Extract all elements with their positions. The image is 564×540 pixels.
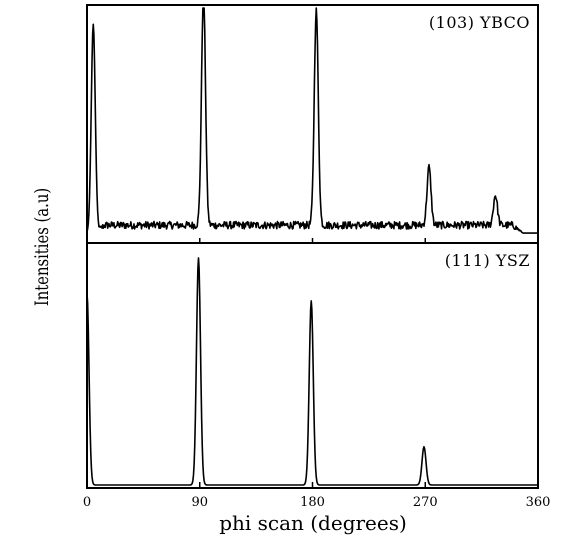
y-axis-label: Intensities (a.u) <box>31 188 53 306</box>
series-line-1-1 <box>86 7 539 234</box>
x-tick-label-90: 90 <box>191 495 208 510</box>
panel-2: (111) YSZ <box>86 242 539 489</box>
panel-frame <box>86 4 539 244</box>
panel-1: (103) YBCO <box>86 4 539 244</box>
peak-marker-1-5 <box>495 202 496 203</box>
series-line-2-1 <box>86 257 539 486</box>
x-tick-label-0: 0 <box>83 495 91 510</box>
panel-label-2: (111) YSZ <box>445 251 530 270</box>
x-tick-label-360: 360 <box>526 495 551 510</box>
panel-label-1: (103) YBCO <box>429 13 530 32</box>
x-axis-label: phi scan (degrees) <box>219 511 407 535</box>
x-tick-label-270: 270 <box>413 495 438 510</box>
x-tick-label-180: 180 <box>300 495 325 510</box>
